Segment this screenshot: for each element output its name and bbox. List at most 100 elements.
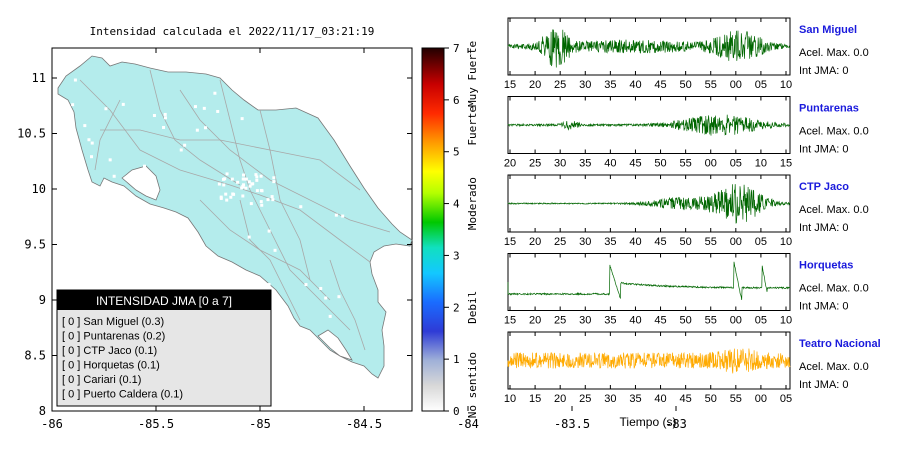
town-marker [242,173,246,177]
time-tick-label: 35 [604,315,616,327]
town-marker [90,141,94,145]
time-tick-label: 20 [504,158,516,170]
time-tick-label: 55 [680,158,692,170]
town-marker [83,172,87,176]
town-marker [247,235,251,239]
time-tick-label: 40 [629,315,641,327]
town-marker [272,176,276,180]
town-marker [241,177,245,181]
town-marker [179,148,183,152]
map-axes: -86 -85.5 -85 -84.5 -84 -83.5 -8388.599.51010.… [17,48,687,431]
map-x-tick-label: -86 [41,417,63,431]
time-tick-label: 15 [504,236,516,248]
town-marker [267,283,271,287]
town-marker [244,177,248,181]
legend-item: [ 0 ] Puntarenas (0.2) [62,331,165,343]
time-tick-label: 55 [730,393,742,405]
time-tick-label: 25 [554,315,566,327]
legend-title: INTENSIDAD JMA [0 a 7] [96,294,232,308]
time-tick-label: 00 [730,236,742,248]
time-tick-label: 35 [579,158,591,170]
colorbar-tick-label: 3 [453,249,460,262]
map-y-tick-label: 11 [32,71,46,85]
colorbar-level-label: No sentido [466,352,479,418]
station-name: Teatro Nacional [799,338,881,350]
intensity-legend: INTENSIDAD JMA [0 a 7] [ 0 ] San Miguel … [56,289,272,407]
town-marker [216,109,220,113]
time-tick-label: 00 [705,158,717,170]
time-tick-label: 30 [579,79,591,91]
time-tick-label: 05 [730,158,742,170]
seismogram-panel: 15 20 25 30 35 40 45 50 55 00 05 10 San Miguel Acel. … [504,17,869,91]
town-marker [251,182,255,186]
map-x-tick-label: -83.5 [554,417,590,431]
time-tick-label: 00 [755,393,767,405]
town-marker [334,213,338,217]
town-marker [112,174,116,178]
station-jma-intensity: Int JMA: 0 [799,144,849,156]
town-marker [143,164,147,168]
time-tick-label: 05 [755,315,767,327]
colorbar-scale [421,47,445,412]
time-axis-label: Tiempo (s) [620,415,677,429]
town-marker [241,184,245,188]
town-marker [299,205,303,209]
map-y-tick-label: 8 [39,404,46,418]
map-title: Intensidad calculada el 2022/11/17_03:21… [90,25,375,38]
time-tick-label: 50 [705,393,717,405]
time-tick-label: 00 [730,315,742,327]
seismogram-panel: 15 20 25 30 35 40 45 50 55 00 05 10 CTP Jaco Acel. Ma… [504,174,869,248]
station-name: Horquetas [799,260,853,272]
town-marker [163,112,167,116]
seismogram-panel: 20 25 30 35 40 45 50 55 00 05 10 15 Puntarenas Acel. … [504,96,869,170]
time-tick-label: 10 [780,79,792,91]
town-marker [255,178,259,182]
time-tick-label: 30 [579,236,591,248]
time-tick-label: 20 [529,236,541,248]
station-jma-intensity: Int JMA: 0 [799,65,849,77]
map-y-tick-label: 9.5 [24,238,46,252]
costa-rica-landmass [57,55,413,379]
town-marker [244,186,248,190]
town-marker [267,229,271,233]
station-max-acceleration: Acel. Max. 0.0 [799,204,869,216]
station-max-acceleration: Acel. Max. 0.0 [799,126,869,138]
time-tick-label: 50 [654,158,666,170]
town-marker [255,189,259,193]
town-marker [240,117,244,121]
time-tick-label: 40 [604,158,616,170]
seismogram-panels: 15 20 25 30 35 40 45 50 55 00 05 10 San Miguel Acel. … [504,17,881,405]
time-tick-label: 10 [504,393,516,405]
town-marker [231,192,235,196]
town-marker [270,195,274,199]
town-marker [249,202,253,206]
town-marker [341,214,345,218]
time-tick-label: 10 [780,236,792,248]
town-marker [304,283,308,287]
town-marker [300,335,304,339]
town-marker [203,126,207,130]
town-marker [266,198,270,202]
time-tick-label: 20 [529,315,541,327]
station-name: San Miguel [799,24,857,36]
colorbar-tick-label: 6 [453,94,460,107]
time-tick-label: 05 [755,79,767,91]
time-tick-label: 05 [780,393,792,405]
town-marker [320,345,324,349]
waveform-trace [507,184,791,224]
station-name: CTP Jaco [799,181,849,193]
time-tick-label: 30 [579,315,591,327]
station-max-acceleration: Acel. Max. 0.0 [799,361,869,373]
colorbar-tick-label: 7 [453,42,460,55]
time-tick-label: 55 [705,315,717,327]
time-tick-label: 15 [504,79,516,91]
waveform-trace [507,114,791,136]
time-tick-label: 45 [629,158,641,170]
town-marker [229,195,233,199]
time-tick-label: 25 [579,393,591,405]
legend-header [57,290,271,310]
time-tick-label: 40 [629,79,641,91]
town-marker [195,128,199,132]
time-tick-label: 45 [680,393,692,405]
